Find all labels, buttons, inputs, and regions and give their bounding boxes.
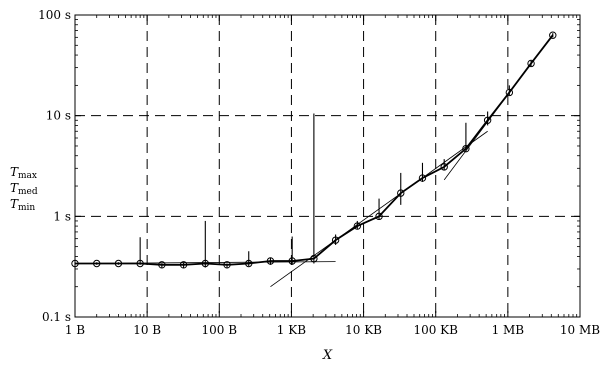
x-tick-label: 10 B [133,323,161,337]
data-point [440,163,448,171]
y-axis-label-med: Tmed [10,181,38,197]
data-point [353,222,362,230]
data-point [114,259,123,268]
plot-frame [74,14,581,318]
y-axis-label-sub: med [18,187,38,197]
data-point [397,189,405,197]
x-tick-label: 1 KB [277,323,306,337]
x-tick-label: 1 MB [492,323,525,337]
data-point [310,254,318,263]
x-axis-title: X [322,348,333,363]
x-tick-label: 1 B [65,323,85,337]
x-tick-label: 10 MB [560,323,600,337]
x-tick-label: 100 B [202,323,238,337]
data-point [375,212,383,221]
data-point [158,261,166,269]
data-point [266,257,275,265]
grid [75,15,580,317]
y-tick-label: 10 s [46,109,71,123]
data-point [462,144,470,153]
y-tick-label: 1 s [53,209,71,223]
ticks [74,14,581,318]
data-point [527,59,535,68]
data-point [179,261,188,269]
y-axis-label-max: Tmax [10,165,37,181]
data-point [288,257,296,265]
x-tick-label: 10 KB [345,323,382,337]
y-axis-label-sub: max [18,171,37,181]
data-point [136,259,144,268]
x-tick-label: 100 KB [413,323,458,337]
y-tick-label: 0.1 s [42,310,71,324]
y-tick-label: 100 s [38,8,71,22]
data-point [223,261,231,269]
data-point [245,259,253,268]
data-point [483,116,492,124]
data-point [93,259,101,268]
series [71,31,557,269]
data-point [549,31,557,39]
y-axis-label-min: Tmin [10,197,35,213]
median-line [75,34,554,266]
labels: 1 B 10 B 100 B 1 KB 10 KB 100 KB 1 MB 10 MB 0.1 … [10,8,600,363]
y-axis-label-sub: min [18,203,35,213]
data-point [201,259,210,268]
data-point [331,236,340,244]
data-point [505,88,514,97]
data-point [418,174,427,182]
